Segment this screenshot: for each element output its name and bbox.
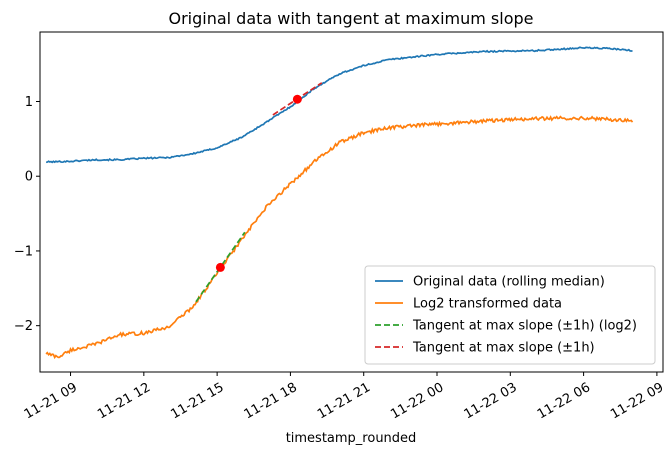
max-slope-marker-0 (215, 262, 225, 272)
x-axis: 11-21 09 11-21 12 11-21 15 11-21 18 11-21 21… (22, 372, 666, 422)
x-tick-label-5: 11-22 00 (388, 380, 446, 422)
plot-frame (39, 31, 664, 373)
legend-label-0: Original data (rolling median) (413, 275, 605, 290)
series-line-1 (45, 115, 634, 360)
x-tick-label-0: 11-21 09 (22, 380, 80, 422)
x-tick-label-1: 11-21 12 (95, 380, 153, 422)
x-tick-label-7: 11-22 06 (535, 380, 593, 422)
x-axis-label: timestamp_rounded (286, 431, 417, 446)
x-tick-label-2: 11-21 15 (168, 380, 226, 422)
legend-label-2: Tangent at max slope (±1h) (log2) (412, 319, 637, 334)
legend: Original data (rolling median) Log2 trans… (364, 265, 656, 365)
legend-label-3: Tangent at max slope (±1h) (412, 341, 595, 356)
legend-label-1: Log2 transformed data (413, 297, 562, 312)
y-tick-label-2: −1 (14, 244, 33, 259)
y-tick-label-3: −2 (14, 319, 33, 334)
series-line-2 (195, 231, 246, 303)
chart-title: Original data with tangent at maximum sl… (168, 9, 533, 28)
y-axis: 1 0 −1 −2 (14, 95, 40, 334)
x-tick-label-4: 11-21 21 (315, 380, 373, 422)
series-line-0 (45, 46, 633, 164)
x-tick-label-6: 11-22 03 (462, 380, 520, 422)
y-tick-label-0: 1 (25, 95, 33, 110)
plot-area (45, 46, 634, 360)
x-tick-label-8: 11-22 09 (608, 380, 666, 422)
y-tick-label-1: 0 (25, 170, 33, 185)
max-slope-marker-1 (292, 94, 302, 104)
legend-box (364, 265, 656, 365)
x-tick-label-3: 11-21 18 (242, 380, 300, 422)
